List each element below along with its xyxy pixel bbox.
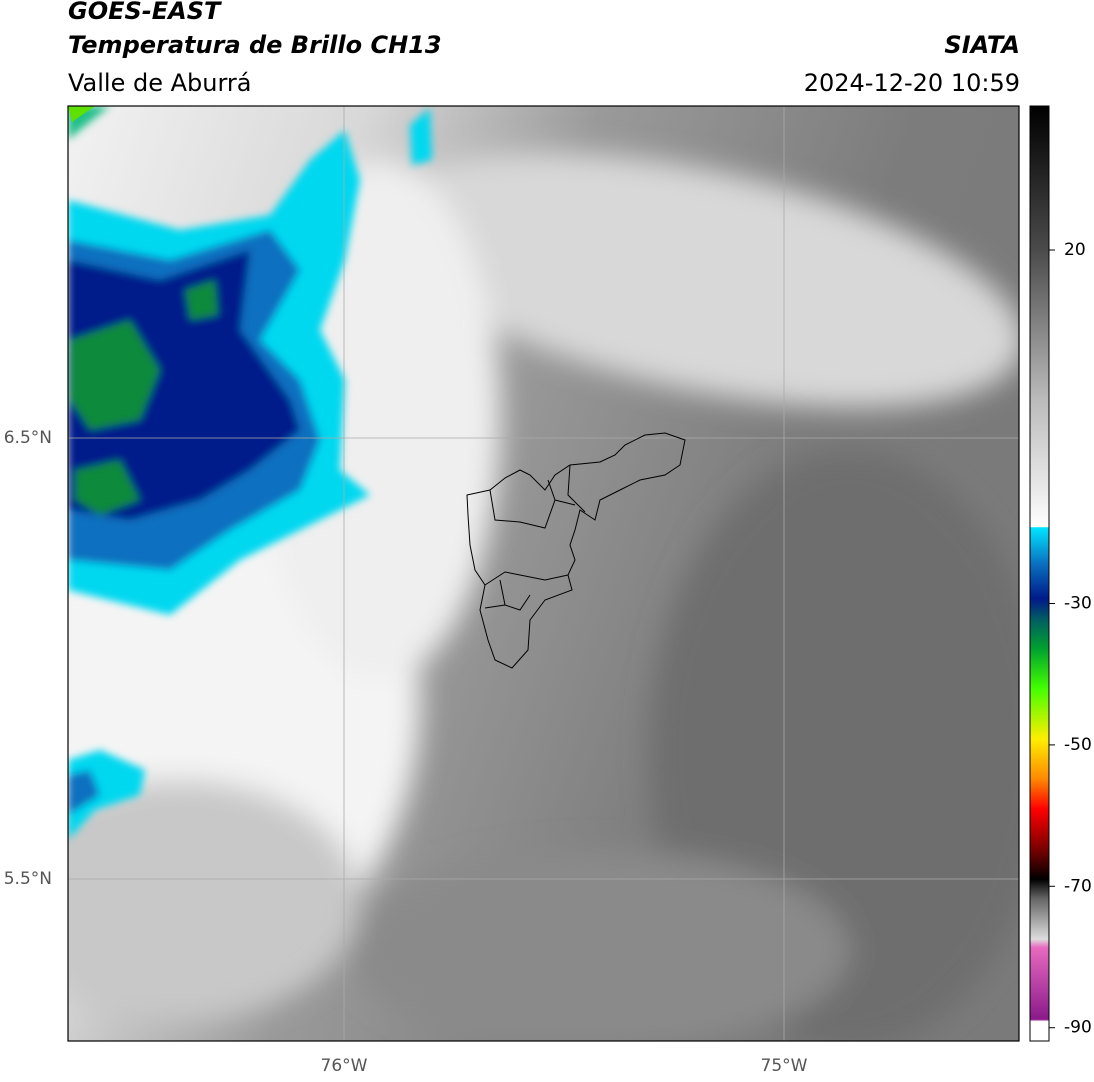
lat-label: 5.5°N [4, 869, 52, 889]
colorbar-ticks: 20 -30 -50 -70 -90 [1049, 240, 1092, 1038]
colorbar-tick-label: -70 [1064, 876, 1092, 896]
lat-label: 6.5°N [4, 428, 52, 448]
map-frame [67, 105, 1020, 1042]
region: Valle de Aburrá [68, 69, 252, 97]
lat-labels: 6.5°N 5.5°N [4, 428, 52, 889]
lon-label: 76°W [321, 1056, 368, 1076]
graticule [68, 106, 1019, 1041]
colorbar-tick-label: 20 [1064, 240, 1086, 260]
colorbar [1029, 105, 1050, 1042]
lon-labels: 76°W 75°W [321, 1056, 808, 1076]
valley-outline [466, 432, 686, 669]
colorbar-tick-label: -30 [1064, 594, 1092, 614]
subtitle: Temperatura de Brillo CH13 [68, 31, 442, 59]
colorbar-tick-label: -90 [1064, 1018, 1092, 1038]
datetime: 2024-12-20 10:59 [804, 69, 1020, 97]
colorbar-tick-label: -50 [1064, 735, 1092, 755]
lon-label: 75°W [761, 1056, 808, 1076]
satellite-image [68, 106, 1019, 1041]
source: SIATA [944, 31, 1020, 59]
title: GOES-EAST [68, 0, 222, 25]
